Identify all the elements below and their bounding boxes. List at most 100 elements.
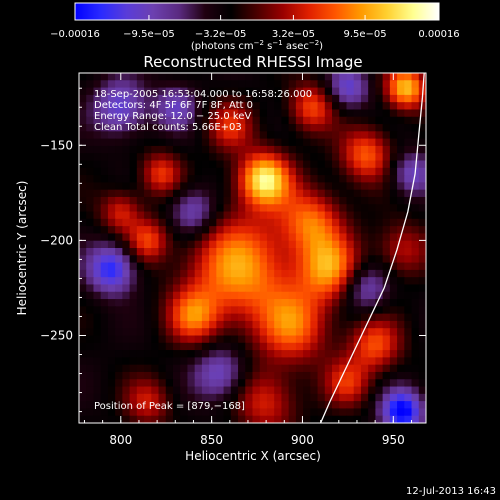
heatmap-cell bbox=[216, 109, 225, 118]
heatmap-cell bbox=[259, 342, 268, 351]
heatmap-cell bbox=[259, 248, 268, 256]
heatmap-cell bbox=[317, 320, 326, 329]
heatmap-cell bbox=[136, 379, 145, 388]
heatmap-cell bbox=[252, 313, 261, 322]
heatmap-cell bbox=[368, 102, 376, 111]
heatmap-cell bbox=[129, 189, 138, 198]
heatmap-cell bbox=[324, 342, 333, 351]
heatmap-cell bbox=[201, 328, 210, 337]
heatmap-cell bbox=[266, 335, 275, 344]
heatmap-cell bbox=[353, 124, 362, 132]
heatmap-cell bbox=[266, 73, 275, 81]
heatmap-cell bbox=[382, 160, 391, 169]
heatmap-cell bbox=[353, 371, 362, 380]
heatmap-cell bbox=[310, 189, 319, 198]
heatmap-cell bbox=[245, 371, 254, 380]
heatmap-cell bbox=[187, 138, 196, 147]
heatmap-cell bbox=[389, 226, 398, 235]
heatmap-cell bbox=[93, 401, 102, 410]
heatmap-cell bbox=[223, 160, 232, 169]
heatmap-cell bbox=[317, 401, 326, 410]
heatmap-cell bbox=[339, 350, 348, 358]
heatmap-cell bbox=[317, 160, 326, 169]
heatmap-cell bbox=[281, 204, 290, 213]
heatmap-cell bbox=[201, 196, 210, 205]
heatmap-cell bbox=[411, 291, 420, 300]
heatmap-cell bbox=[339, 371, 348, 380]
heatmap-cell bbox=[360, 211, 369, 220]
heatmap-cell bbox=[389, 94, 398, 103]
heatmap-cell bbox=[223, 153, 232, 162]
heatmap-cell bbox=[303, 145, 311, 154]
heatmap-cell bbox=[151, 138, 160, 147]
heatmap-cell bbox=[223, 408, 232, 417]
heatmap-cell bbox=[295, 350, 304, 358]
heatmap-cell bbox=[397, 189, 405, 198]
heatmap-cell bbox=[129, 415, 138, 423]
heatmap-cell bbox=[382, 131, 391, 140]
heatmap-cell bbox=[389, 240, 398, 249]
heatmap-cell bbox=[79, 350, 87, 358]
heatmap-cell bbox=[238, 262, 246, 271]
heatmap-cell bbox=[165, 102, 174, 111]
heatmap-cell bbox=[389, 379, 398, 388]
heatmap-cell bbox=[404, 153, 413, 162]
heatmap-cell bbox=[144, 182, 152, 191]
heatmap-cell bbox=[238, 277, 246, 286]
heatmap-cell bbox=[368, 393, 376, 402]
heatmap-image bbox=[79, 73, 426, 423]
heatmap-cell bbox=[397, 182, 405, 191]
heatmap-cell bbox=[122, 364, 131, 373]
heatmap-cell bbox=[295, 277, 304, 286]
heatmap-cell bbox=[353, 138, 362, 147]
heatmap-cell bbox=[259, 226, 268, 235]
heatmap-cell bbox=[216, 291, 225, 300]
heatmap-cell bbox=[238, 211, 246, 220]
heatmap-cell bbox=[266, 94, 275, 103]
heatmap-cell bbox=[252, 124, 261, 132]
heatmap-cell bbox=[281, 102, 290, 111]
heatmap-cell bbox=[339, 335, 348, 344]
heatmap-cell bbox=[310, 87, 319, 96]
heatmap-cell bbox=[151, 415, 160, 423]
heatmap-cell bbox=[360, 116, 369, 125]
heatmap-cell bbox=[259, 145, 268, 154]
heatmap-cell bbox=[180, 342, 189, 351]
heatmap-cell bbox=[79, 167, 87, 176]
heatmap-cell bbox=[353, 408, 362, 417]
heatmap-cell bbox=[389, 124, 398, 132]
heatmap-cell bbox=[252, 94, 261, 103]
heatmap-cell bbox=[353, 248, 362, 256]
heatmap-cell bbox=[144, 342, 152, 351]
heatmap-cell bbox=[93, 94, 102, 103]
heatmap-cell bbox=[115, 124, 123, 132]
heatmap-cell bbox=[397, 371, 405, 380]
heatmap-cell bbox=[411, 386, 420, 395]
heatmap-cell bbox=[93, 160, 102, 169]
heatmap-cell bbox=[317, 284, 326, 293]
heatmap-cell bbox=[418, 211, 426, 220]
heatmap-cell bbox=[252, 138, 261, 147]
heatmap-cell bbox=[274, 160, 283, 169]
heatmap-cell bbox=[274, 73, 283, 81]
heatmap-cell bbox=[216, 313, 225, 322]
heatmap-cell bbox=[360, 94, 369, 103]
heatmap-cell bbox=[136, 102, 145, 111]
heatmap-cell bbox=[216, 204, 225, 213]
heatmap-cell bbox=[158, 175, 167, 183]
heatmap-cell bbox=[201, 102, 210, 111]
heatmap-cell bbox=[382, 291, 391, 300]
heatmap-cell bbox=[274, 255, 283, 264]
heatmap-cell bbox=[230, 350, 239, 358]
heatmap-cell bbox=[115, 145, 123, 154]
heatmap-cell bbox=[404, 342, 413, 351]
heatmap-cell bbox=[259, 379, 268, 388]
heatmap-cell bbox=[194, 371, 203, 380]
heatmap-cell bbox=[295, 401, 304, 410]
heatmap-cell bbox=[93, 320, 102, 329]
heatmap-cell bbox=[165, 124, 174, 132]
heatmap-cell bbox=[332, 364, 340, 373]
heatmap-cell bbox=[187, 102, 196, 111]
heatmap-cell bbox=[360, 233, 369, 242]
heatmap-cell bbox=[368, 371, 376, 380]
